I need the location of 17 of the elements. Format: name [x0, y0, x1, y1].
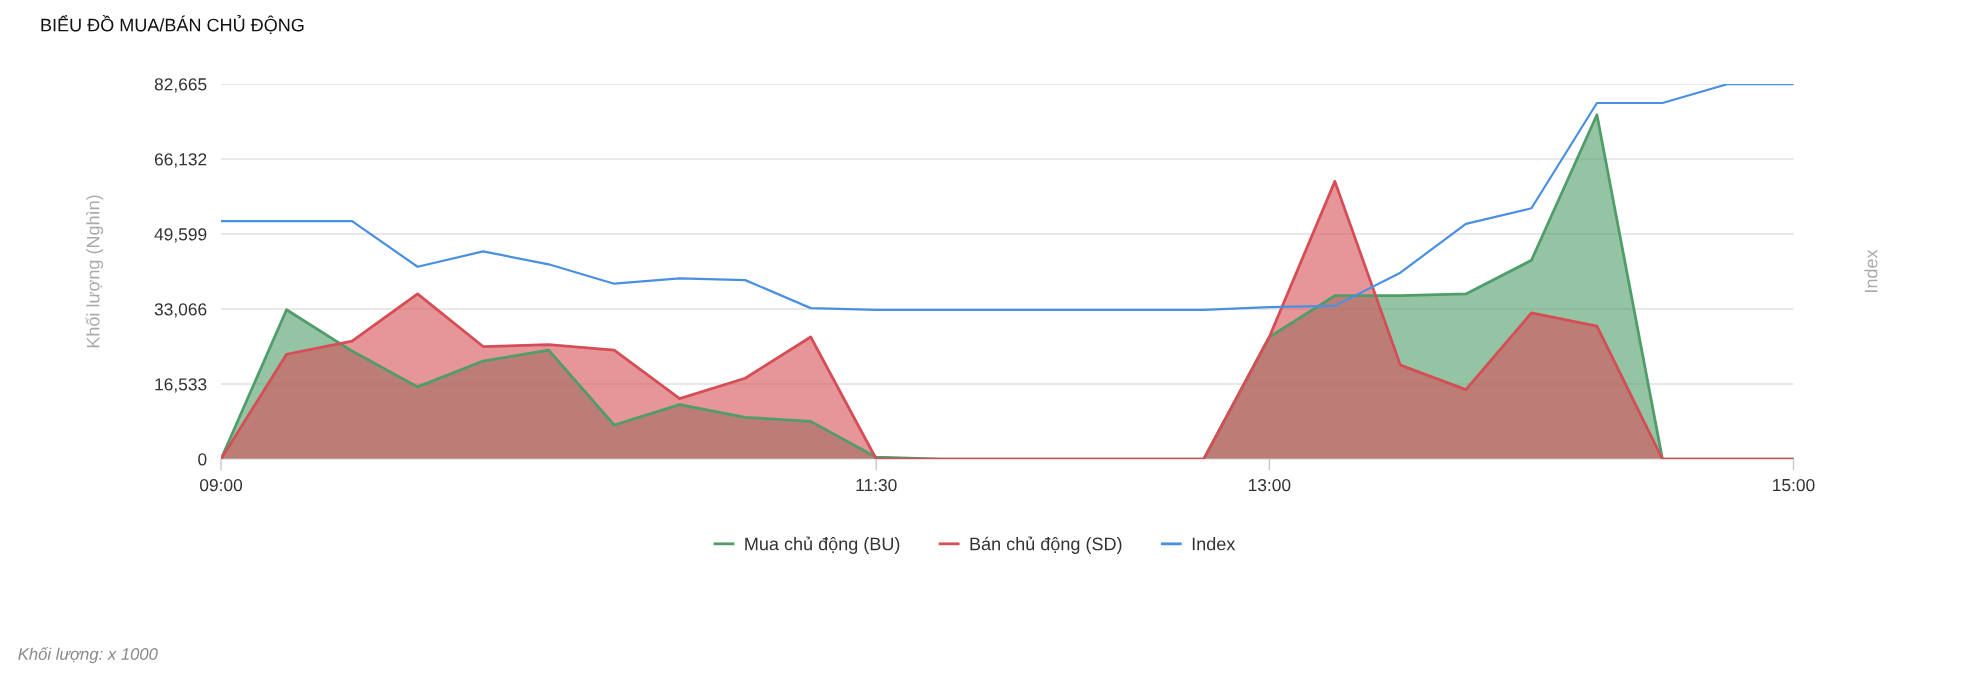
chart-title: BIỂU ĐỒ MUA/BÁN CHỦ ĐỘNG — [41, 15, 304, 35]
legend-label: Index — [1192, 537, 1236, 551]
text: Khối lượng: x 1000 — [18, 646, 158, 664]
y-tick-label: 49,599 — [154, 228, 207, 243]
x-tick-label: 13:00 — [1248, 478, 1291, 492]
y-axis-title: Khối lượng (Nghìn) — [85, 195, 104, 348]
y-tick-label: 33,066 — [154, 303, 207, 318]
y-tick-label: 16,533 — [155, 378, 207, 393]
y-tick-label: 82,665 — [154, 78, 207, 93]
legend-label: Bán chủ động (SD) — [970, 536, 1122, 554]
x-tick-label: 15:00 — [1773, 478, 1815, 492]
y-tick-label: 66,132 — [154, 153, 207, 168]
legend-label: Mua chủ động (BU) — [745, 536, 900, 554]
x-tick-label: 11:30 — [856, 478, 897, 492]
y-axis-title: Index — [1864, 249, 1878, 292]
y-tick-label: 0 — [198, 453, 207, 466]
x-tick-label: 09:00 — [199, 478, 243, 492]
